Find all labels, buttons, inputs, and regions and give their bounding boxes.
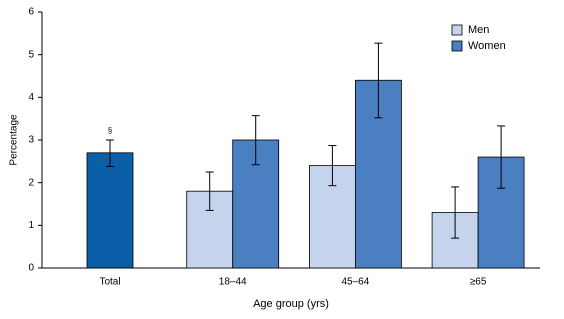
y-tick-label: 0 — [28, 263, 34, 274]
y-tick-label: 3 — [28, 135, 34, 146]
x-tick-label: Total — [99, 277, 120, 288]
legend-label: Men — [468, 24, 489, 36]
y-axis-label: Percentage — [9, 114, 20, 166]
x-tick-label: ≥65 — [470, 277, 487, 288]
bar — [86, 152, 134, 269]
legend-swatch — [451, 40, 463, 52]
y-tick-label: 5 — [28, 49, 34, 60]
y-tick-label: 1 — [28, 220, 34, 231]
legend-label: Women — [468, 40, 506, 52]
annotation: § — [108, 126, 112, 135]
x-tick-label: 18–44 — [219, 277, 247, 288]
y-tick-label: 4 — [28, 92, 34, 103]
y-tick-label: 6 — [28, 7, 34, 18]
y-tick-label: 2 — [28, 177, 34, 188]
legend-swatch — [451, 24, 463, 36]
x-tick-label: 45–64 — [341, 277, 369, 288]
x-axis-label: Age group (yrs) — [253, 298, 329, 310]
